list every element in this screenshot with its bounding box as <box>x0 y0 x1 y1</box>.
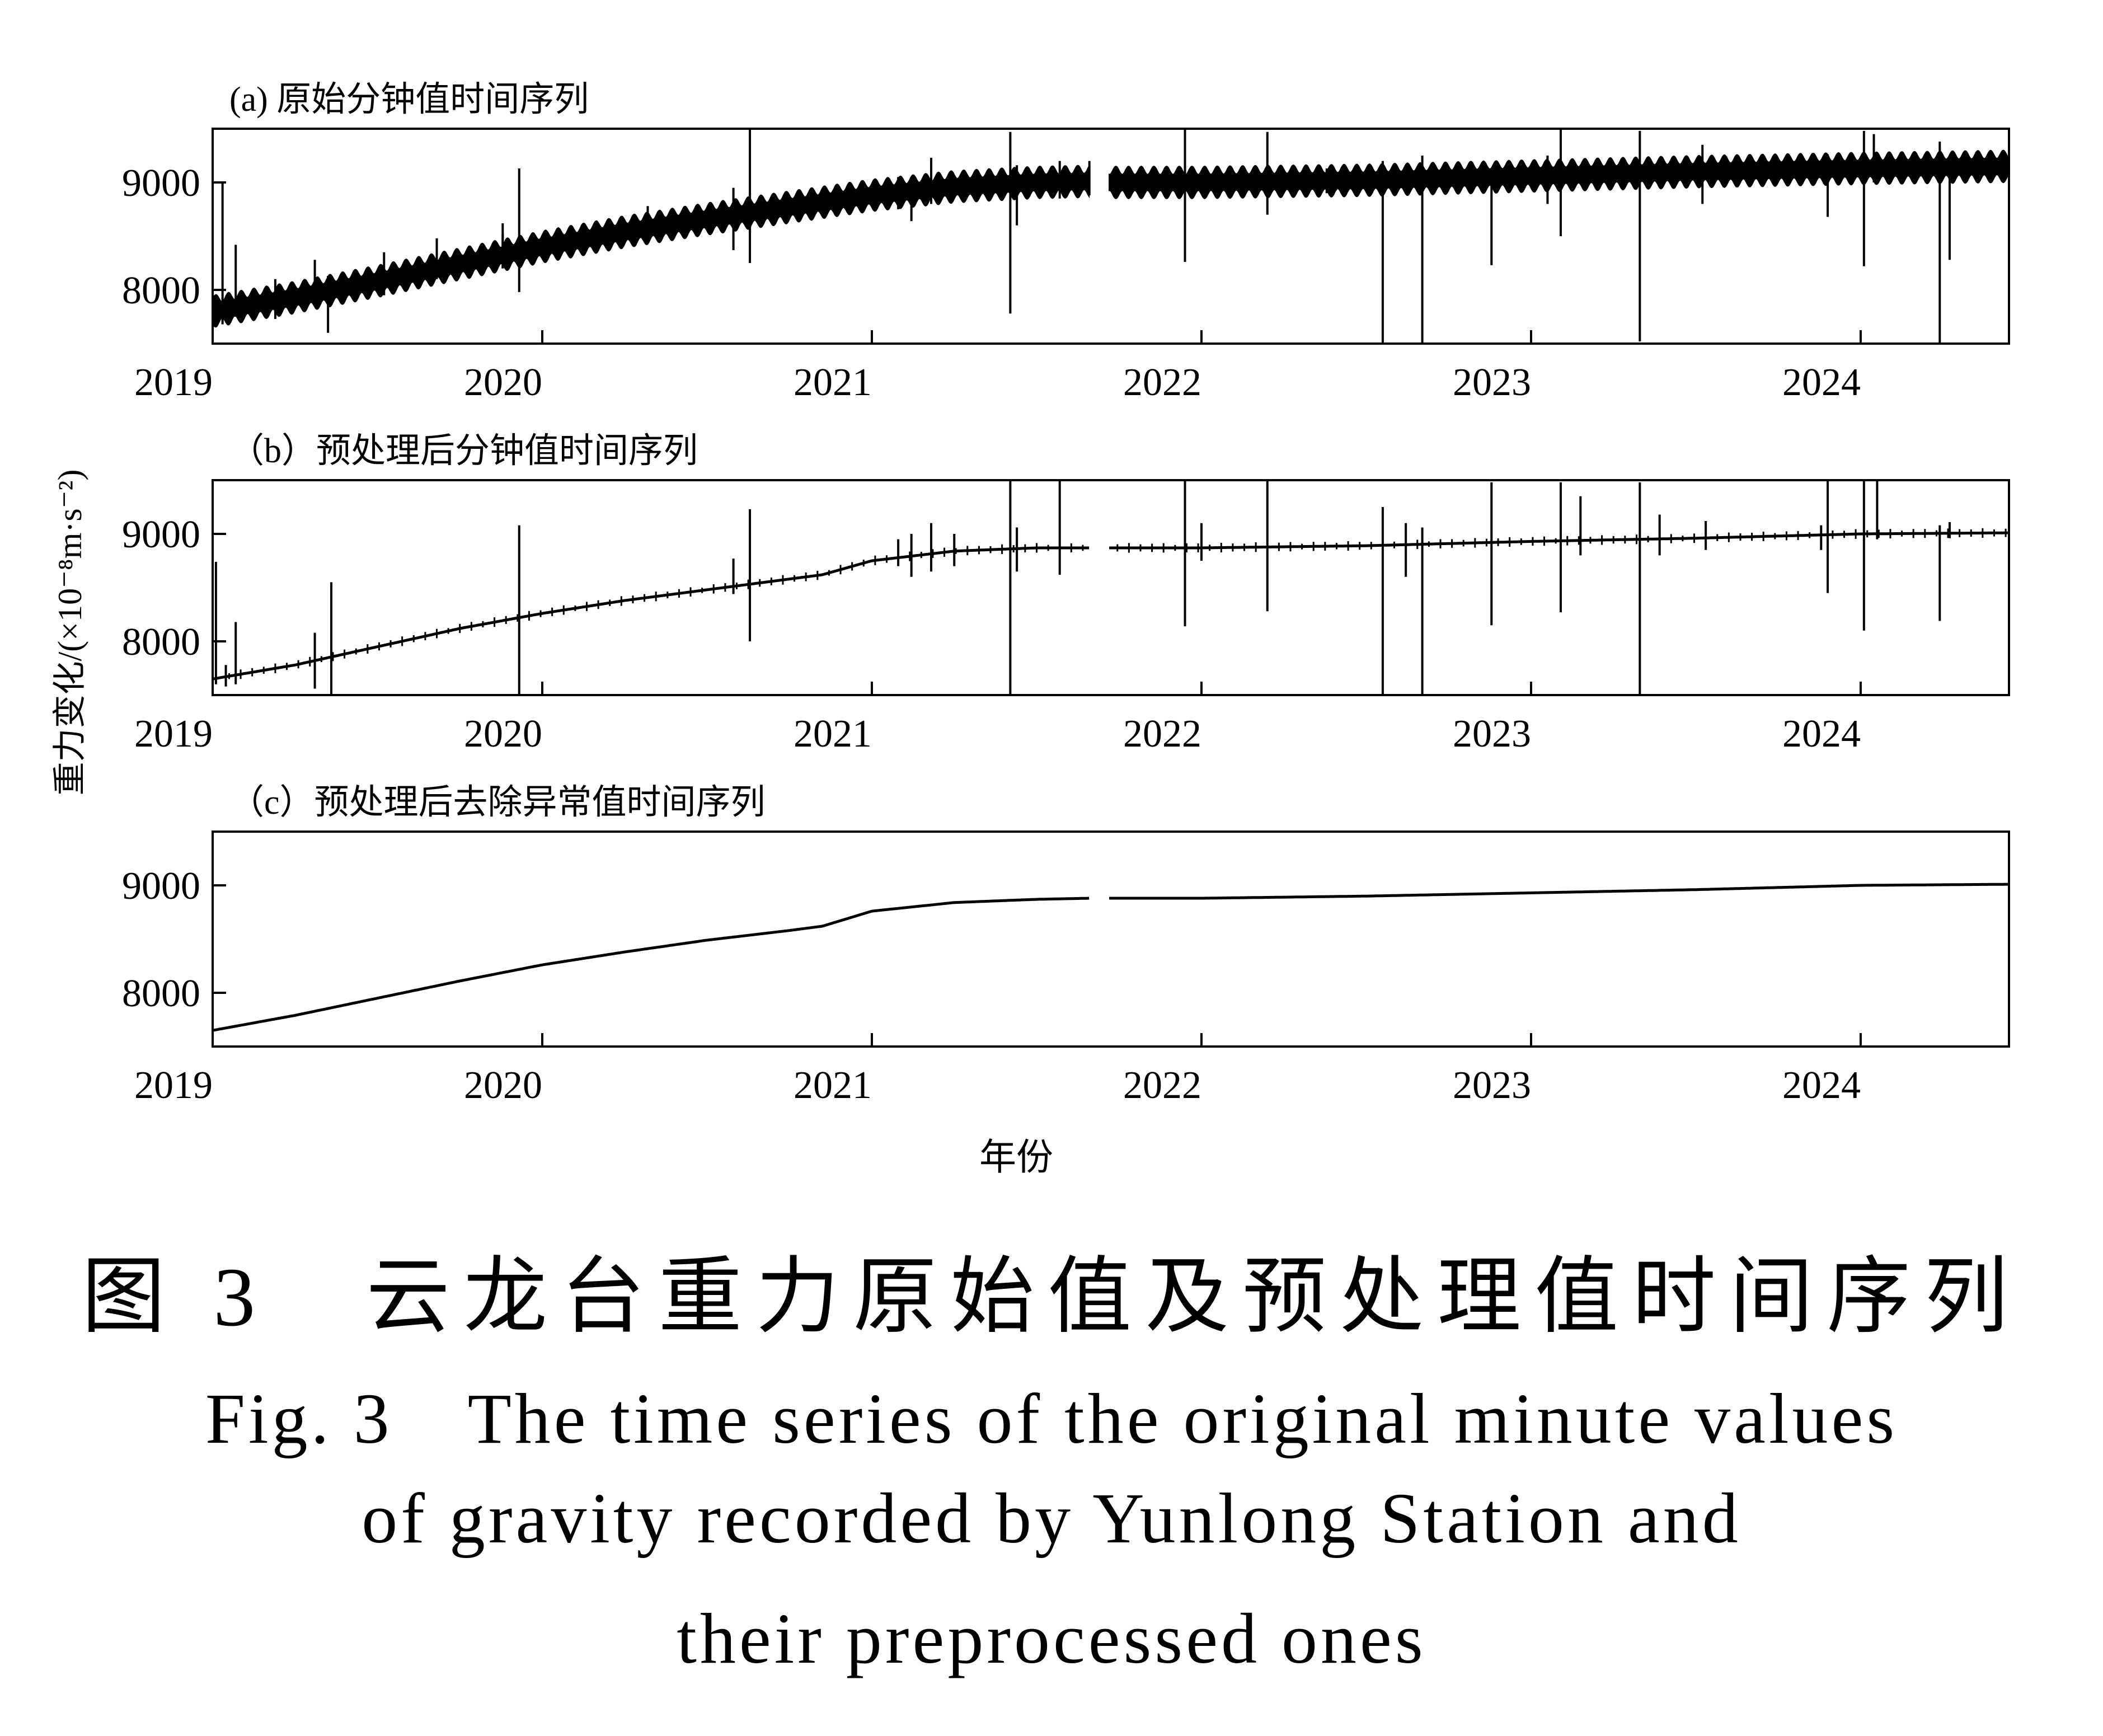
caption-english-line-1: Fig. 3 The time series of the original m… <box>205 1379 1898 1458</box>
x-tick-label: 2020 <box>464 712 542 756</box>
x-tick-label: 2019 <box>134 1064 213 1107</box>
series-band-segment-1 <box>212 164 1090 328</box>
caption-chinese: 图 3 云龙台重力原始值及预处理值时间序列 <box>81 1251 2022 1344</box>
x-tick-label: 2019 <box>134 361 213 404</box>
y-tick-label: 9000 <box>122 865 200 908</box>
x-tick-label: 2024 <box>1782 1064 1861 1107</box>
x-tick-label: 2021 <box>794 1064 872 1107</box>
x-tick-label: 2020 <box>464 361 542 404</box>
series-line-segment-1 <box>212 897 1090 1032</box>
y-tick-label: 8000 <box>122 269 200 312</box>
x-tick-label: 2022 <box>1123 361 1201 404</box>
x-tick-label: 2024 <box>1782 712 1861 756</box>
plot-frame <box>212 128 2010 345</box>
panel-title: （b）预处理后分钟值时间序列 <box>229 432 698 470</box>
x-tick-label: 2021 <box>794 712 872 756</box>
x-tick-label: 2021 <box>794 361 872 404</box>
panel-c: （c）预处理后去除异常值时间序列 8000 9000 2019 2020 2021 2022… <box>122 783 2010 1107</box>
series-line-segment-2 <box>1109 883 2008 900</box>
x-tick-label: 2020 <box>464 1064 542 1107</box>
x-tick-label: 2022 <box>1123 712 1201 756</box>
series-line-segment-1 <box>212 546 1090 681</box>
series-line-segment-2 <box>1109 531 2008 550</box>
y-tick-label: 9000 <box>122 513 200 556</box>
x-tick-label: 2022 <box>1123 1064 1201 1107</box>
y-tick-label: 9000 <box>122 162 200 205</box>
y-tick-label: 8000 <box>122 621 200 664</box>
x-axis-label: 年份 <box>979 1137 1053 1178</box>
x-tick-label: 2023 <box>1453 712 1531 756</box>
panel-title: （c）预处理后去除异常值时间序列 <box>229 783 766 822</box>
panel-title: (a) 原始分钟值时间序列 <box>229 81 589 119</box>
caption-english-line-2: of gravity recorded by Yunlong Station a… <box>362 1479 1741 1558</box>
plot-frame <box>212 479 2010 696</box>
y-axis-label: 重力变化/(×10⁻⁸m·s⁻²) <box>51 470 88 796</box>
y-tick-label: 8000 <box>122 972 200 1015</box>
series-band-segment-2 <box>1109 149 2010 199</box>
caption-english-line-3: their preprocessed ones <box>677 1599 1426 1678</box>
x-tick-label: 2023 <box>1453 361 1531 404</box>
panel-b: （b）预处理后分钟值时间序列 8000 9000 2019 2020 2021 2022 20… <box>122 432 2010 756</box>
x-tick-label: 2023 <box>1453 1064 1531 1107</box>
x-tick-label: 2019 <box>134 712 213 756</box>
plot-frame <box>212 831 2010 1048</box>
figure-chart: (a) 原始分钟值时间序列 8000 9000 2019 2020 2021 2022 202… <box>51 81 2010 1178</box>
panel-a: (a) 原始分钟值时间序列 8000 9000 2019 2020 2021 2022 202… <box>122 81 2010 404</box>
x-tick-label: 2024 <box>1782 361 1861 404</box>
